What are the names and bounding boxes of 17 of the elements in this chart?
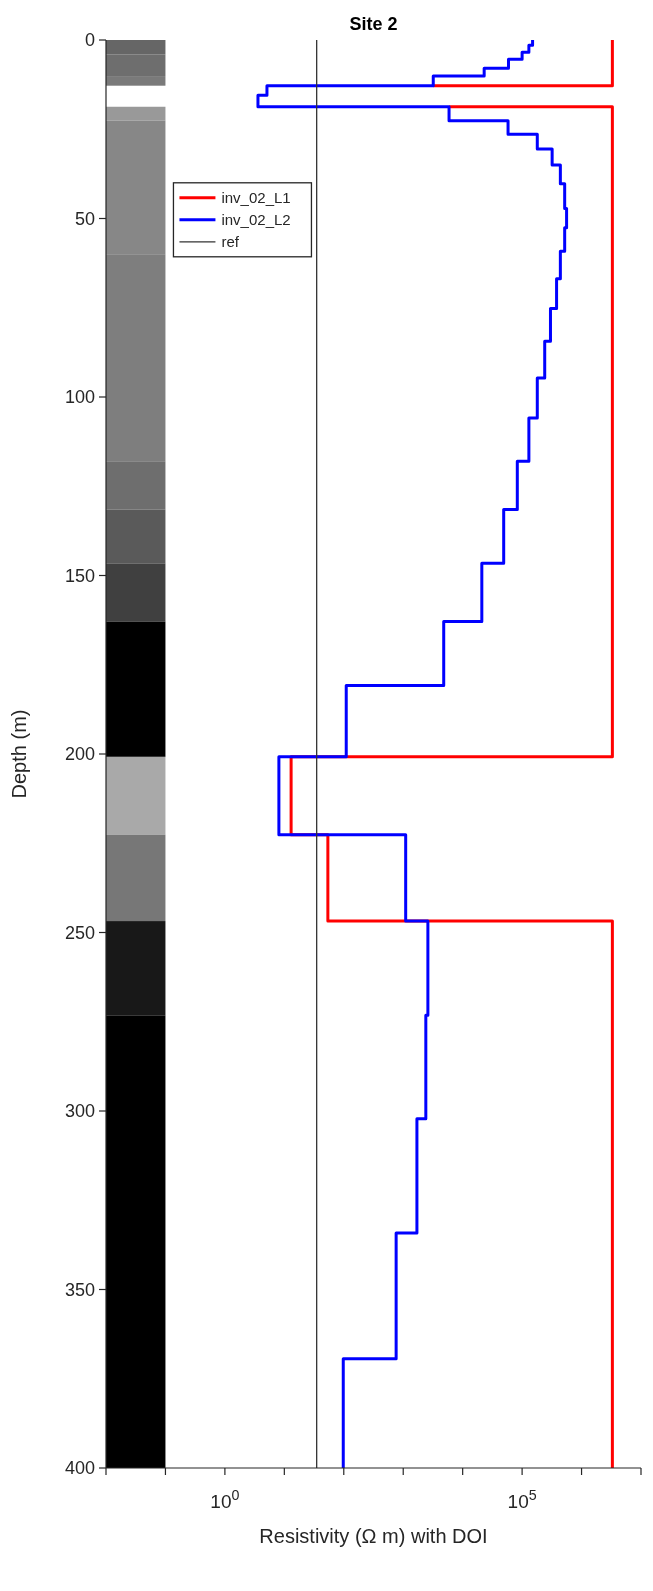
y-tick-label: 300 <box>64 1101 95 1121</box>
x-axis-title: Resistivity (Ω m) with DOI <box>259 1525 488 1547</box>
y-tick-label: 200 <box>64 744 95 764</box>
legend-label: inv_02_L1 <box>221 188 291 206</box>
y-tick-label: 400 <box>64 1458 95 1478</box>
chart-title: Site 2 <box>349 14 398 34</box>
y-tick-label: 350 <box>64 1279 95 1300</box>
y-tick-label: 150 <box>64 565 95 586</box>
y-tick-label: 250 <box>64 922 95 943</box>
y-tick-label: 50 <box>74 208 95 229</box>
x-tick-label: 10$^{5}$ <box>507 1487 537 1512</box>
x-tick-label: 10$^{0}$ <box>210 1487 240 1512</box>
y-tick-label: 0 <box>84 30 95 50</box>
legend-label: inv_02_L2 <box>221 210 291 228</box>
y-axis-title: Depth (m) <box>8 709 30 799</box>
legend-label: ref <box>221 232 240 250</box>
y-tick-label: 100 <box>64 387 95 407</box>
